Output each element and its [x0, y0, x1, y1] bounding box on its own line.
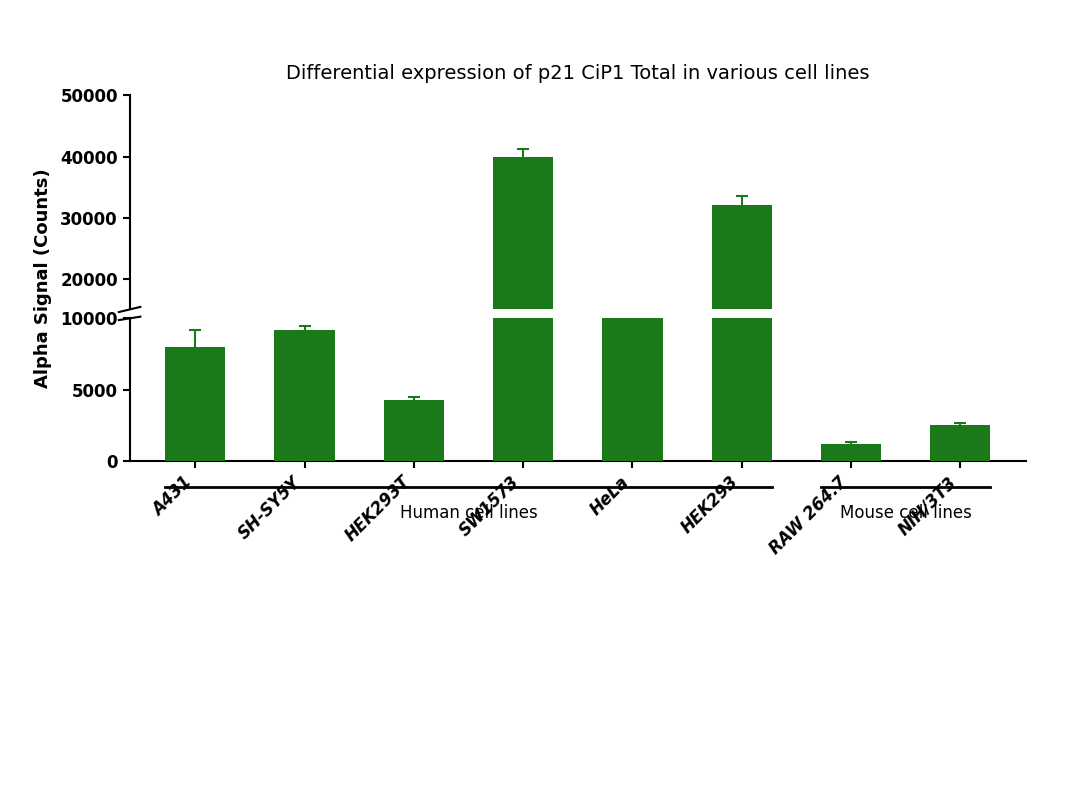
Bar — [930, 425, 990, 461]
Bar — [274, 330, 335, 461]
Bar — [494, 157, 553, 401]
Bar — [712, 205, 772, 401]
Bar — [383, 400, 444, 461]
Text: Mouse cell lines: Mouse cell lines — [840, 504, 972, 522]
Bar — [165, 352, 226, 401]
Title: Differential expression of p21 CiP1 Total in various cell lines: Differential expression of p21 CiP1 Tota… — [286, 64, 869, 83]
Text: Human cell lines: Human cell lines — [400, 504, 538, 522]
Bar — [494, 0, 553, 461]
Bar — [274, 345, 335, 401]
Bar — [603, 319, 662, 401]
Bar — [383, 375, 444, 401]
Bar — [712, 5, 772, 461]
Bar — [165, 347, 226, 461]
Bar — [930, 386, 990, 401]
Bar — [821, 394, 881, 401]
Bar — [821, 444, 881, 461]
Text: Alpha Signal (Counts): Alpha Signal (Counts) — [35, 169, 52, 388]
Bar — [603, 269, 662, 461]
